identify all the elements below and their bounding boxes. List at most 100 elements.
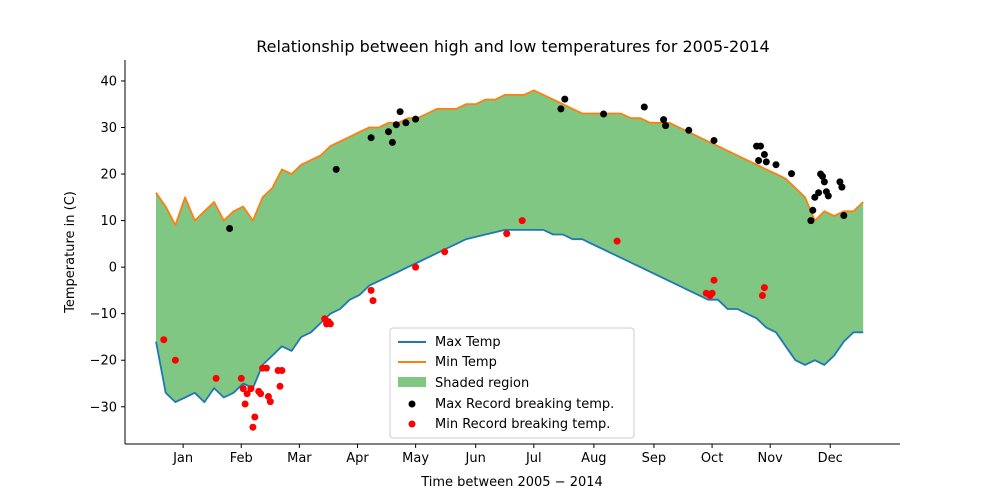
x-tick-label: Apr bbox=[346, 451, 369, 466]
legend-shaded-label: Shaded region bbox=[435, 376, 529, 391]
min-record-point bbox=[326, 320, 334, 328]
max-record-point bbox=[396, 108, 404, 116]
max-record-point bbox=[820, 178, 828, 186]
min-record-point bbox=[367, 286, 375, 294]
plot-area bbox=[155, 89, 864, 431]
min-record-point bbox=[241, 400, 249, 408]
legend-box bbox=[389, 327, 635, 439]
legend-min-record-swatch bbox=[408, 420, 416, 428]
x-tick-label: Dec bbox=[818, 451, 843, 466]
max-record-point bbox=[809, 206, 817, 214]
y-tick-label: 40 bbox=[100, 74, 117, 89]
max-record-point bbox=[819, 172, 826, 180]
x-tick-label: Aug bbox=[581, 451, 606, 466]
y-tick-label: −10 bbox=[90, 307, 117, 322]
max-record-point bbox=[710, 137, 718, 144]
x-tick-label: Nov bbox=[758, 451, 784, 466]
shaded-region bbox=[156, 90, 864, 403]
max-record-point bbox=[762, 158, 770, 166]
max-record-point bbox=[226, 225, 234, 232]
max-record-point bbox=[561, 95, 569, 103]
min-record-point bbox=[249, 423, 257, 431]
x-tick-label: Sep bbox=[642, 451, 667, 466]
min-record-point bbox=[212, 374, 220, 382]
max-record-point bbox=[412, 115, 420, 123]
x-tick-label: Oct bbox=[701, 451, 723, 466]
min-record-point bbox=[518, 217, 526, 225]
max-record-point bbox=[392, 121, 400, 129]
y-tick-label: −30 bbox=[90, 400, 117, 415]
max-record-point bbox=[332, 165, 340, 173]
min-record-point bbox=[243, 390, 251, 398]
min-record-point bbox=[239, 385, 247, 393]
y-tick-label: 0 bbox=[109, 261, 117, 276]
x-tick-label: Jun bbox=[465, 451, 486, 466]
legend-max-record-swatch bbox=[408, 400, 416, 408]
min-record-point bbox=[708, 289, 716, 297]
y-tick-label: 20 bbox=[100, 168, 117, 183]
max-record-point bbox=[388, 138, 396, 146]
max-record-point bbox=[840, 212, 848, 219]
max-record-point bbox=[402, 119, 410, 127]
x-tick-label: Feb bbox=[230, 451, 253, 466]
min-record-point bbox=[710, 276, 718, 284]
max-record-point bbox=[660, 116, 668, 124]
min-record-point bbox=[613, 237, 621, 245]
y-axis-label: Temperature in (C) bbox=[63, 191, 78, 314]
min-record-point bbox=[760, 284, 768, 292]
min-record-point bbox=[251, 413, 259, 421]
max-record-point bbox=[772, 161, 780, 169]
x-tick-label: Jan bbox=[172, 451, 193, 466]
max-record-point bbox=[662, 122, 670, 130]
max-record-point bbox=[385, 128, 392, 136]
max-record-point bbox=[788, 170, 795, 178]
min-record-point bbox=[257, 390, 265, 398]
legend-max-temp-label: Max Temp bbox=[435, 335, 501, 350]
max-record-point bbox=[807, 217, 815, 225]
min-record-point bbox=[247, 385, 255, 393]
min-record-point bbox=[758, 292, 766, 299]
max-record-point bbox=[755, 157, 763, 164]
min-record-point bbox=[262, 364, 270, 372]
max-record-point bbox=[685, 126, 693, 134]
min-temp-line bbox=[155, 89, 864, 227]
min-record-point bbox=[412, 263, 420, 271]
max-record-point bbox=[600, 110, 608, 118]
min-record-point bbox=[266, 398, 274, 406]
legend: Max Temp Min Temp Shaded region Max Reco… bbox=[389, 327, 635, 439]
max-record-point bbox=[757, 142, 764, 150]
max-record-point bbox=[811, 193, 819, 201]
max-record-point bbox=[838, 183, 846, 191]
y-tick-label: −20 bbox=[90, 354, 117, 369]
max-temp-line bbox=[155, 228, 864, 404]
y-axis-ticks: −30 −20 −10 0 10 20 30 40 bbox=[90, 74, 125, 415]
min-record-point bbox=[503, 230, 511, 238]
y-tick-label: 10 bbox=[100, 214, 117, 229]
x-axis-label: Time between 2005 − 2014 bbox=[420, 475, 603, 490]
max-record-point bbox=[640, 103, 648, 111]
x-tick-label: Jul bbox=[525, 451, 542, 466]
chart-title: Relationship between high and low temper… bbox=[256, 37, 769, 56]
max-record-point bbox=[815, 189, 823, 197]
min-record-point bbox=[369, 297, 377, 305]
x-tick-label: Mar bbox=[287, 451, 312, 466]
min-record-point bbox=[171, 356, 179, 364]
x-tick-label: May bbox=[402, 451, 429, 466]
legend-max-record-label: Max Record breaking temp. bbox=[435, 397, 614, 412]
min-record-point bbox=[160, 336, 168, 344]
min-record-point bbox=[237, 374, 245, 382]
max-record-point bbox=[557, 105, 565, 113]
min-record-point bbox=[441, 248, 449, 256]
x-axis-ticks: Jan Feb Mar Apr May Jun Jul Aug Sep Oct Nov Dec bbox=[172, 444, 843, 466]
max-record-point bbox=[760, 151, 768, 158]
min-record-point bbox=[278, 367, 286, 374]
max-record-point bbox=[824, 192, 832, 200]
max-record-point bbox=[367, 134, 375, 142]
legend-min-record-label: Min Record breaking temp. bbox=[435, 417, 610, 432]
legend-shaded-swatch bbox=[398, 377, 426, 387]
min-record-point bbox=[276, 382, 284, 390]
legend-min-temp-label: Min Temp bbox=[435, 355, 497, 370]
y-tick-label: 30 bbox=[100, 121, 117, 136]
